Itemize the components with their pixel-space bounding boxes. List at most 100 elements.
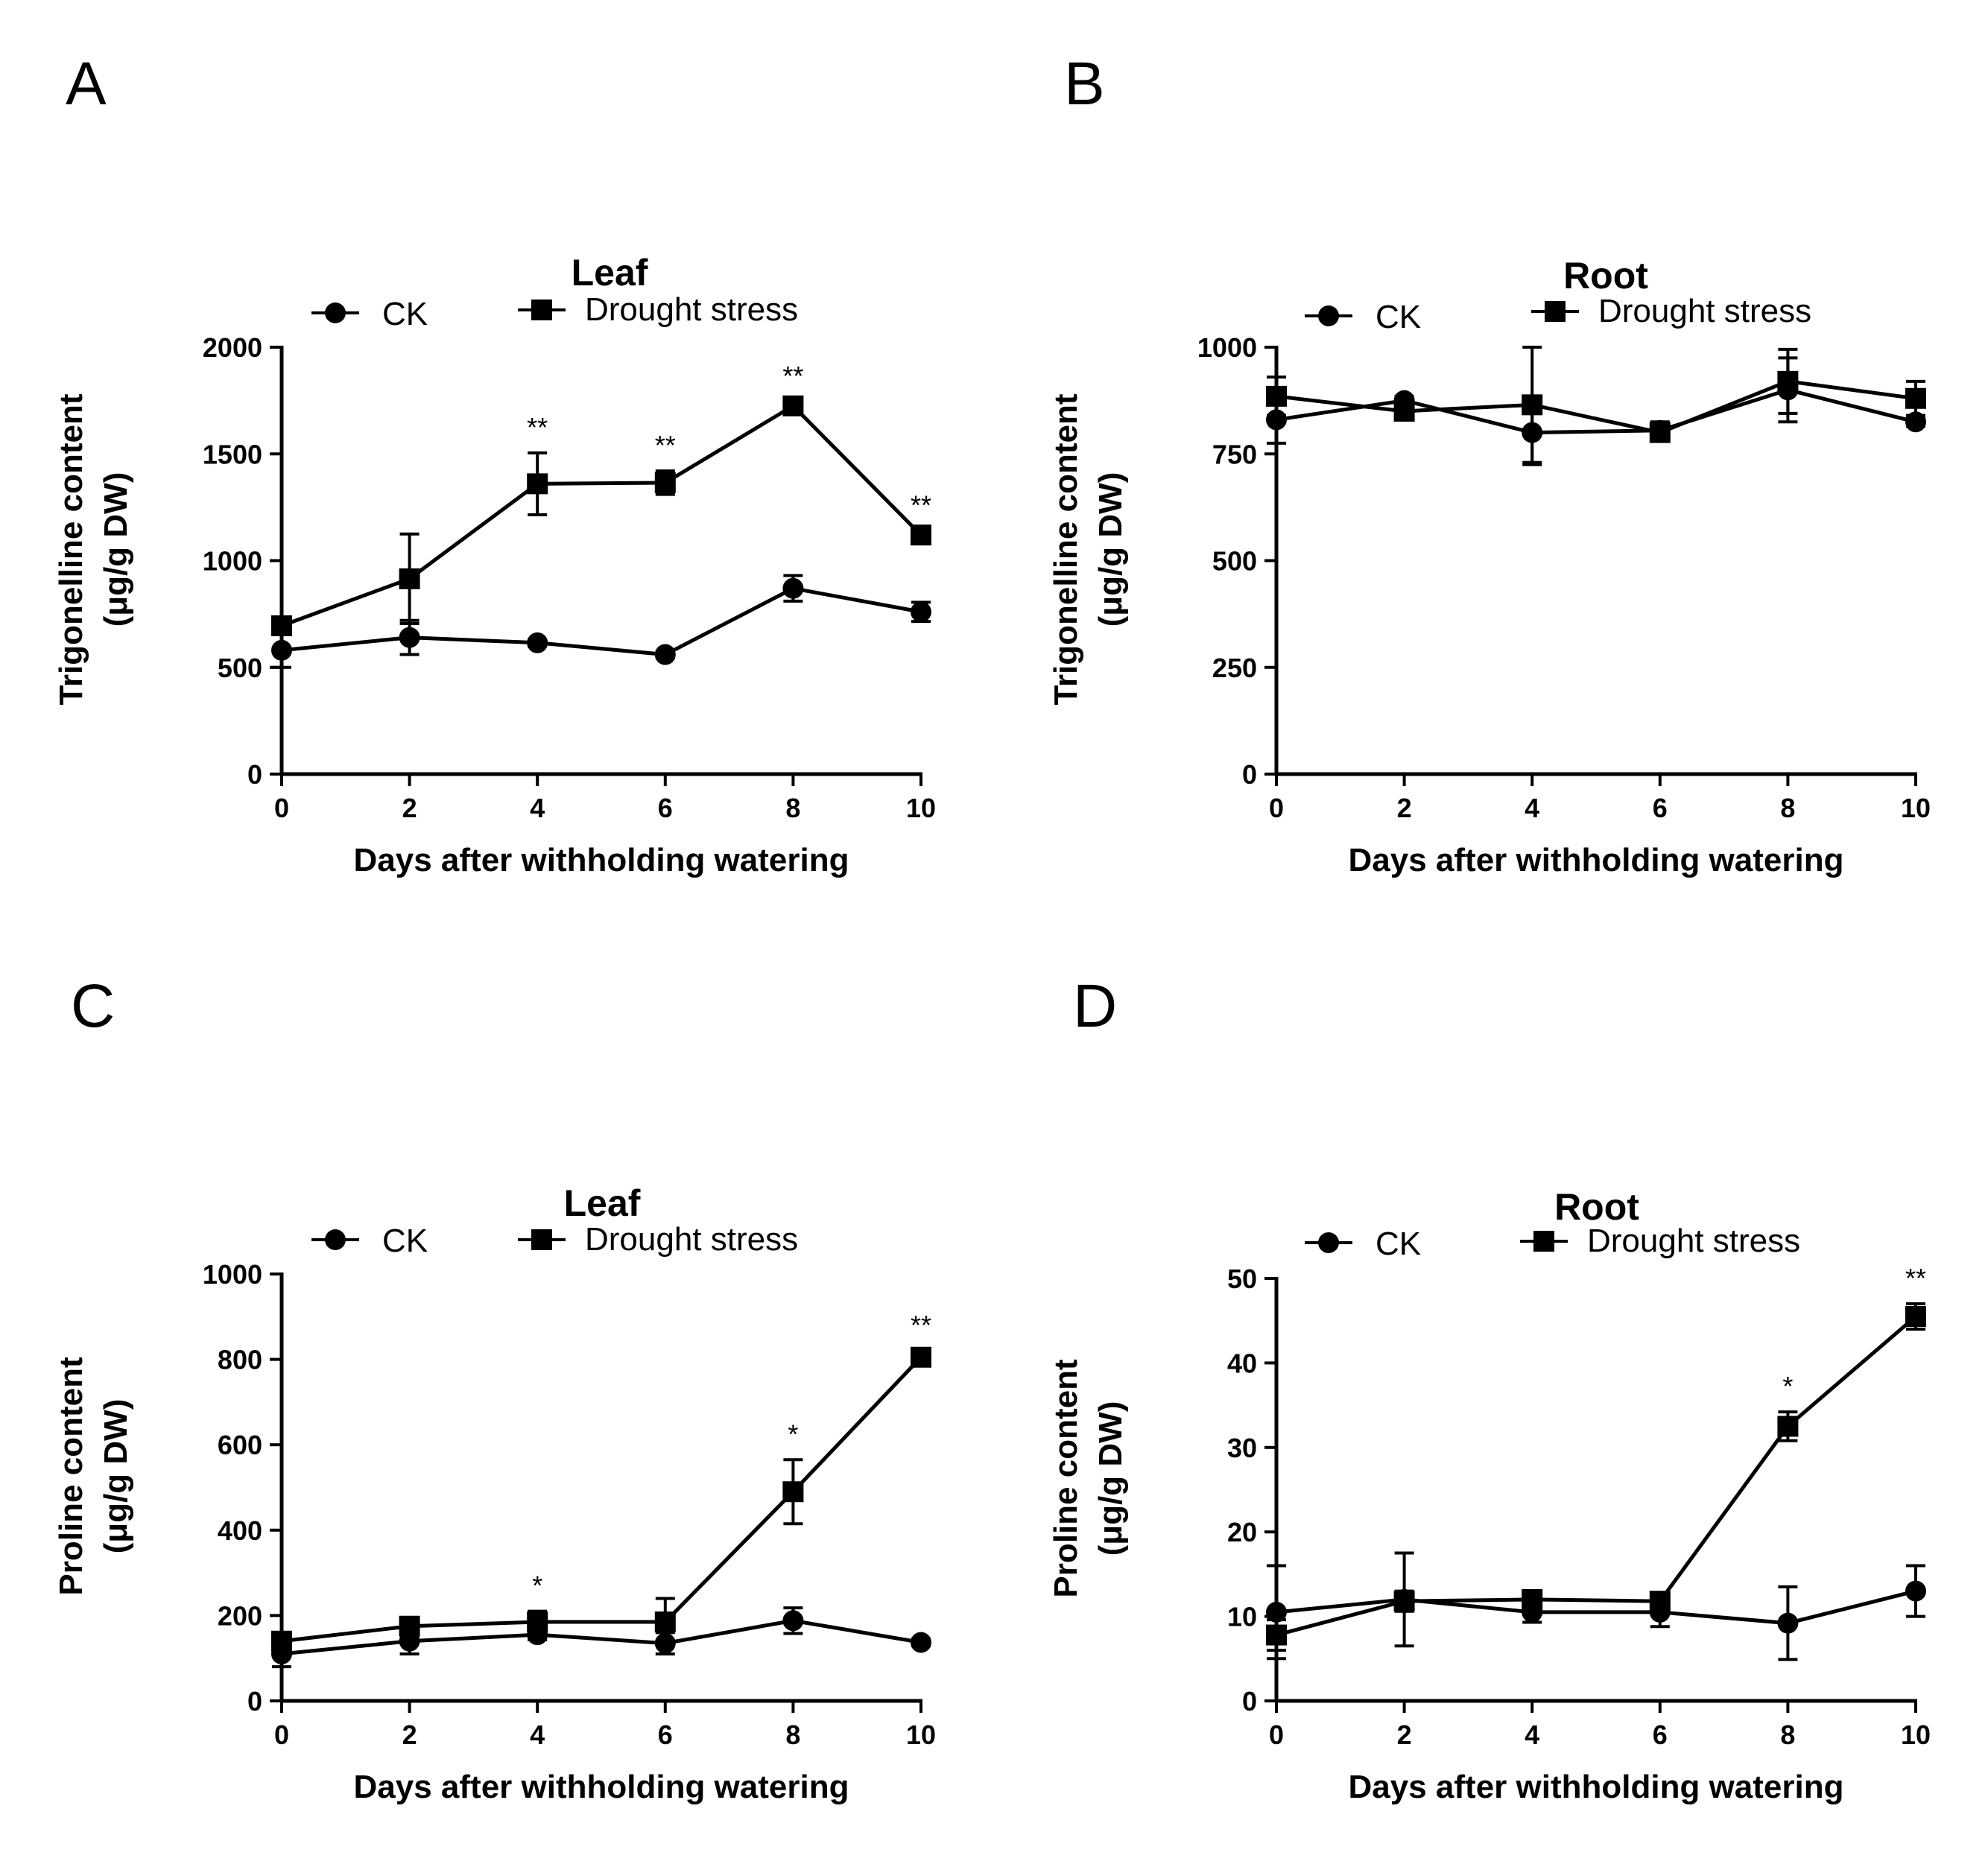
- x-tick-label: 10: [1901, 1720, 1931, 1750]
- x-tick-label: 0: [1269, 793, 1284, 823]
- significance-label: **: [911, 1310, 931, 1340]
- significance-label: **: [782, 361, 803, 391]
- legend-ck-label: CK: [382, 1223, 428, 1259]
- data-point: [911, 601, 931, 623]
- x-tick-label: 0: [274, 793, 289, 823]
- data-point: [1266, 385, 1287, 407]
- series-line: [281, 1356, 922, 1644]
- y-axis-unit-label: (μg/g DW): [1092, 472, 1129, 627]
- data-point: [1266, 1601, 1287, 1623]
- data-point: [1649, 1591, 1671, 1612]
- significance-label: **: [655, 430, 676, 460]
- y-axis-unit-label: (μg/g DW): [98, 472, 134, 627]
- y-tick-label: 200: [218, 1600, 262, 1631]
- significance-label: *: [788, 1419, 798, 1449]
- data-point: [399, 627, 420, 648]
- y-tick-label: 1000: [203, 1259, 262, 1290]
- x-tick-label: 0: [274, 1720, 289, 1750]
- series-drought-stress: [271, 395, 931, 636]
- y-tick-label: 750: [1212, 439, 1257, 469]
- panel-c: C Leaf CK Drought stress 0 2 4 6 8 10 0 200 400 600 80…: [53, 972, 936, 1805]
- data-point: [911, 1632, 931, 1653]
- data-point: [1905, 1580, 1926, 1602]
- data-point: [1522, 394, 1543, 416]
- significance-label: **: [1905, 1263, 1926, 1293]
- series-line: [1276, 387, 1916, 435]
- y-tick-label: 1000: [1197, 332, 1257, 363]
- legend-ck-label: CK: [1376, 1226, 1421, 1262]
- data-point: [1522, 1588, 1543, 1610]
- y-tick-label: 0: [247, 759, 262, 790]
- series-line: [281, 586, 922, 657]
- data-point: [1393, 1591, 1415, 1612]
- data-point: [1905, 387, 1926, 409]
- y-axis-unit-label: (μg/g DW): [98, 1399, 134, 1554]
- legend-drought-marker: [1545, 301, 1566, 322]
- legend-ck-marker: [325, 302, 346, 323]
- y-tick-label: 400: [218, 1515, 262, 1546]
- series-ck: [1266, 356, 1926, 466]
- data-point: [1777, 370, 1799, 392]
- legend-ck-marker: [1318, 305, 1339, 326]
- y-tick-label: 30: [1227, 1433, 1257, 1463]
- data-point: [527, 632, 548, 653]
- chart-title: Root: [1563, 255, 1648, 297]
- panel-letter: A: [66, 50, 107, 118]
- series-line: [281, 403, 922, 628]
- x-axis-label: Days after withholding watering: [354, 842, 849, 878]
- y-tick-label: 2000: [203, 332, 262, 363]
- y-tick-label: 0: [1242, 1686, 1257, 1717]
- x-tick-label: 8: [1780, 793, 1795, 823]
- significance-label: *: [1782, 1371, 1793, 1401]
- panel-d: D Root CK Drought stress 0 2 4 6 8 10 0 10 20 30 40 50 D…: [1048, 972, 1931, 1805]
- x-tick-label: 4: [1525, 793, 1539, 823]
- series-line: [1276, 1589, 1916, 1626]
- y-tick-label: 0: [1242, 759, 1257, 790]
- x-tick-label: 4: [530, 1720, 545, 1750]
- data-point: [654, 644, 676, 665]
- series-drought-stress: [1266, 346, 1926, 464]
- y-axis-label: Trigonelline content: [53, 393, 89, 705]
- x-axis-label: Days after withholding watering: [1349, 1769, 1844, 1805]
- legend-drought-marker: [1533, 1231, 1554, 1252]
- x-tick-label: 10: [906, 793, 936, 823]
- y-tick-label: 10: [1227, 1602, 1257, 1632]
- x-tick-label: 2: [402, 793, 417, 823]
- x-tick-label: 4: [530, 793, 545, 823]
- y-axis-label: Trigonelline content: [1048, 393, 1084, 705]
- data-point: [1393, 400, 1415, 422]
- data-point: [271, 639, 292, 661]
- data-point: [527, 473, 548, 495]
- data-point: [399, 568, 420, 589]
- legend-drought-label: Drought stress: [1587, 1223, 1800, 1259]
- y-tick-label: 1500: [203, 439, 262, 469]
- series-drought-stress: [271, 1346, 931, 1652]
- data-point: [399, 1615, 420, 1637]
- significance-label: **: [527, 412, 548, 443]
- series-ck: [271, 574, 931, 669]
- x-tick-label: 2: [1397, 1720, 1412, 1750]
- y-tick-label: 20: [1227, 1517, 1257, 1547]
- x-tick-label: 8: [785, 793, 800, 823]
- legend: CK Drought stress: [1305, 293, 1811, 335]
- panel-letter: B: [1064, 50, 1105, 118]
- series-line: [1276, 1315, 1917, 1637]
- chart-title: Leaf: [564, 1182, 641, 1224]
- y-tick-label: 600: [218, 1430, 262, 1460]
- y-axis-label: Proline content: [1048, 1359, 1084, 1598]
- chart-title: Root: [1554, 1186, 1639, 1228]
- legend: CK Drought stress: [311, 1221, 798, 1259]
- legend-ck-label: CK: [382, 296, 428, 332]
- significance-label: **: [911, 489, 931, 520]
- panel-letter: D: [1073, 972, 1117, 1040]
- y-tick-label: 0: [247, 1686, 262, 1717]
- data-point: [654, 472, 676, 493]
- x-tick-label: 6: [1653, 793, 1668, 823]
- x-tick-label: 2: [1397, 793, 1412, 823]
- series-line: [1276, 379, 1916, 435]
- data-point: [911, 1346, 931, 1368]
- data-point: [1266, 1624, 1287, 1646]
- data-point: [1649, 422, 1671, 443]
- significance-label: *: [532, 1571, 542, 1601]
